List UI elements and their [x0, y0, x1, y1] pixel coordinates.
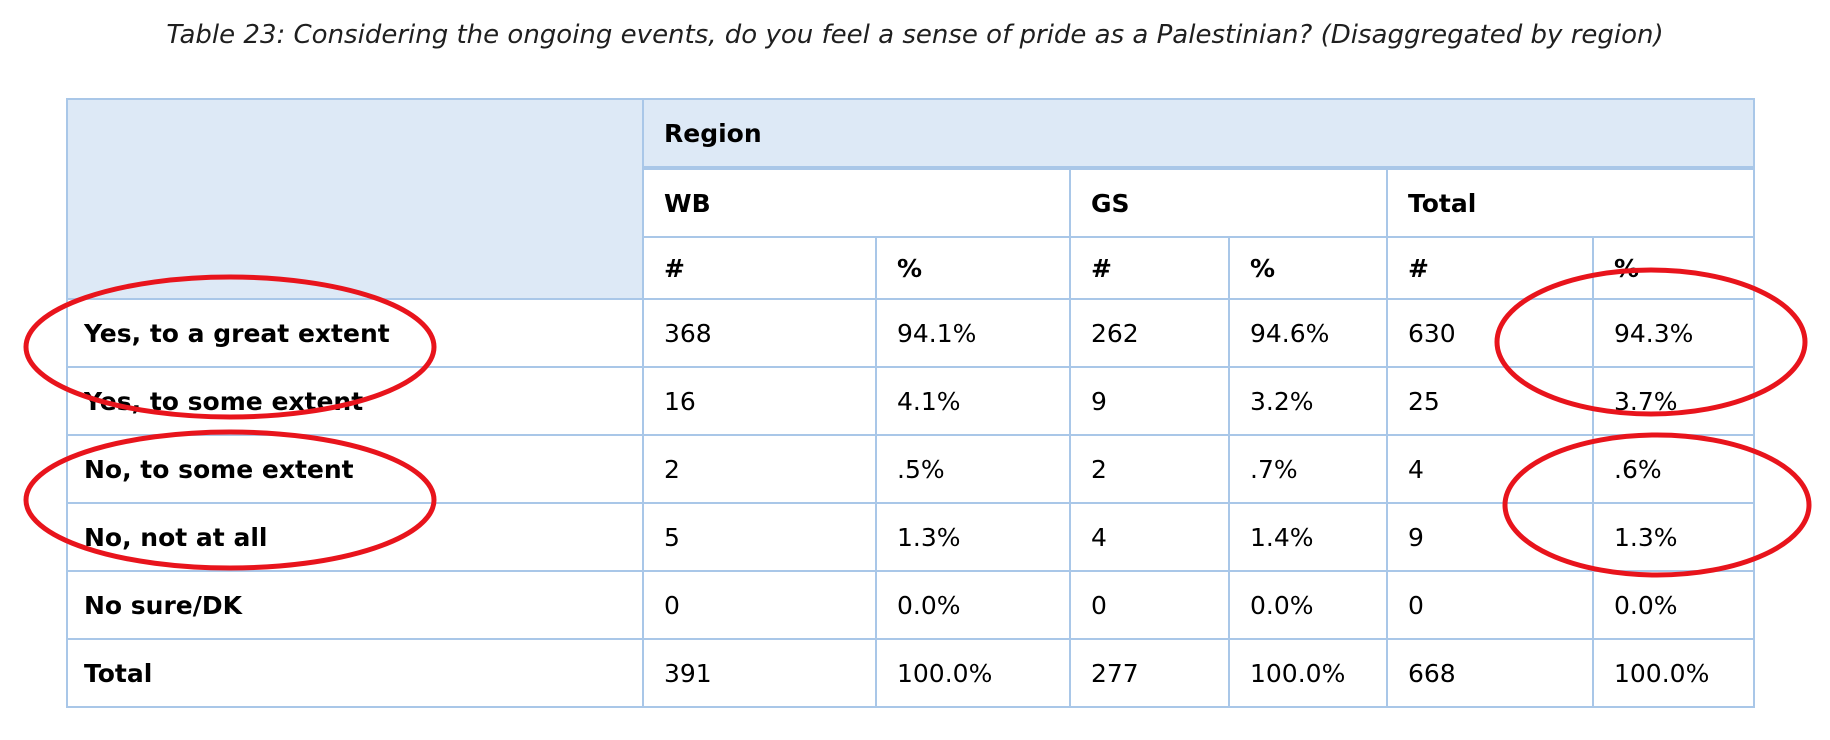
- subheader: #: [1386, 236, 1594, 300]
- header-row: Region: [66, 98, 1755, 300]
- row-label: No, to some extent: [66, 434, 644, 504]
- cell: 4.1%: [875, 366, 1071, 436]
- row-label: Yes, to a great extent: [66, 298, 644, 368]
- cell: .7%: [1228, 434, 1388, 504]
- table-body: Region WB GS Total #% #% #% Yes, to a great ext…: [66, 98, 1755, 708]
- cell: 0: [642, 570, 877, 640]
- subheader: #: [1069, 236, 1230, 300]
- cell: 0: [1069, 570, 1230, 640]
- data-row: Yes, to some extent 16 4.1% 9 3.2% 25 3.7%: [66, 366, 1755, 436]
- cell: 3.7%: [1592, 366, 1755, 436]
- cell: 1.3%: [875, 502, 1071, 572]
- cell: 2: [642, 434, 877, 504]
- row-label: Total: [66, 638, 644, 708]
- cell: 3.2%: [1228, 366, 1388, 436]
- cell: 100.0%: [875, 638, 1071, 708]
- cell: 4: [1386, 434, 1594, 504]
- cell: 668: [1386, 638, 1594, 708]
- cell: 4: [1069, 502, 1230, 572]
- caption: Table 23: Considering the ongoing events…: [166, 20, 1664, 50]
- group-label: WB: [642, 167, 1071, 238]
- cell: 9: [1386, 502, 1594, 572]
- subheader: %: [875, 236, 1071, 300]
- row-label: Yes, to some extent: [66, 366, 644, 436]
- data-row: No, to some extent 2.5% 2.7% 4.6%: [66, 434, 1755, 504]
- data-row: No sure/DK 0 0.0% 0 0.0% 0 0.0%: [66, 570, 1755, 640]
- header-row: WB GS Total: [67, 167, 1755, 238]
- cell: 5: [642, 502, 877, 572]
- subheader: %: [1228, 236, 1388, 300]
- group-label: Total: [1386, 167, 1755, 238]
- corner-cell: [66, 98, 644, 300]
- cell: 1.3%: [1592, 502, 1755, 572]
- cell: 277: [1069, 638, 1230, 708]
- cell: 100.0%: [1592, 638, 1755, 708]
- cell: 262: [1069, 298, 1230, 368]
- cell: 94.3%: [1592, 298, 1755, 368]
- cell: 630: [1386, 298, 1594, 368]
- cell: 391: [642, 638, 877, 708]
- cell: 0: [1386, 570, 1594, 640]
- cell: 368: [642, 298, 877, 368]
- cell: 9: [1069, 366, 1230, 436]
- cell: 94.1%: [875, 298, 1071, 368]
- group-label: GS: [1069, 167, 1388, 238]
- data-row: Yes, to a great extent 368 94.1% 262 94.6% 63…: [66, 298, 1755, 368]
- cell: 16: [642, 366, 877, 436]
- data-row: Total 391 100.0% 277 100.0% 668 100.0%: [66, 638, 1755, 708]
- cell: .5%: [875, 434, 1071, 504]
- header-row: #% #% #%: [67, 236, 1755, 300]
- subheader: #: [642, 236, 877, 300]
- cell: 25: [1386, 366, 1594, 436]
- cell: .6%: [1592, 434, 1755, 504]
- cell: 94.6%: [1228, 298, 1388, 368]
- cell: 100.0%: [1228, 638, 1388, 708]
- group-header: Region: [642, 98, 1755, 170]
- data-table: Region WB GS Total #% #% #% Yes, to a great ext…: [66, 98, 1755, 708]
- cell: 0.0%: [1592, 570, 1755, 640]
- cell: 1.4%: [1228, 502, 1388, 572]
- row-label: No, not at all: [66, 502, 644, 572]
- row-label: No sure/DK: [66, 570, 644, 640]
- subheader: %: [1592, 236, 1755, 300]
- cell: 2: [1069, 434, 1230, 504]
- cell: 0.0%: [1228, 570, 1388, 640]
- data-row: No, not at all 5 1.3% 4 1.4% 9 1.3%: [66, 502, 1755, 572]
- cell: 0.0%: [875, 570, 1071, 640]
